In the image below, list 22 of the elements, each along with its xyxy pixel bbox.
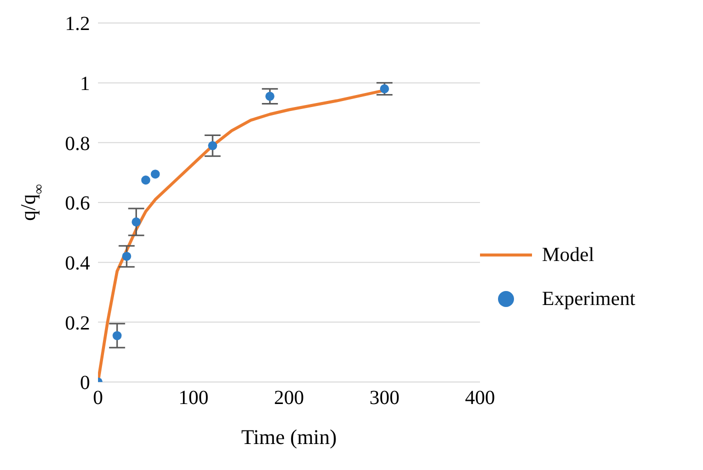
- point: [380, 84, 390, 94]
- x-tick-label: 100: [178, 387, 208, 410]
- y-tick-label: 1: [80, 72, 90, 95]
- x-tick-label: 300: [370, 387, 400, 410]
- y-tick-label: 0.4: [65, 252, 90, 274]
- point: [141, 176, 150, 185]
- point: [208, 141, 218, 150]
- x-tick-label: 400: [465, 387, 495, 410]
- y-tick-label: 0.2: [65, 312, 90, 334]
- legend-label: Experiment: [542, 288, 636, 310]
- point: [122, 252, 132, 261]
- y-tick-label: 0: [80, 372, 90, 394]
- point: [112, 331, 122, 340]
- y-tick-label: 0.6: [65, 192, 90, 215]
- y-tick-label: 1.2: [65, 13, 90, 36]
- x-axis-title: Time (min): [241, 425, 337, 449]
- point: [265, 92, 274, 101]
- legend-label: Model: [542, 244, 594, 266]
- point: [132, 217, 141, 226]
- y-tick-label: 0.8: [65, 132, 90, 155]
- point: [150, 170, 160, 179]
- x-tick-label: 200: [274, 387, 304, 410]
